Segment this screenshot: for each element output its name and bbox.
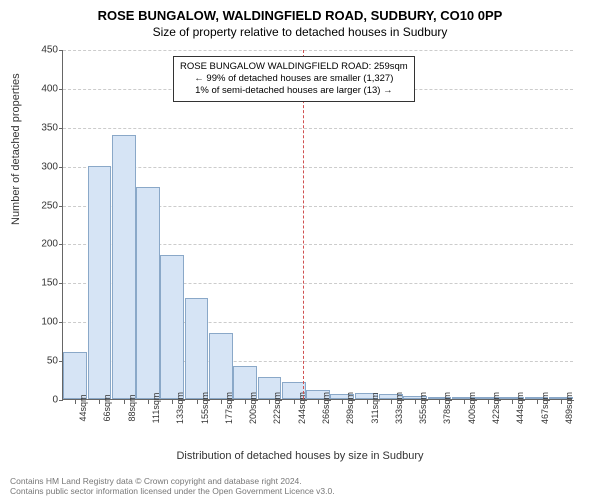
chart-area: 05010015020025030035040045044sqm66sqm88s… [62,50,572,400]
histogram-bar [209,333,233,399]
xtick-mark [148,400,149,404]
annotation-box: ROSE BUNGALOW WALDINGFIELD ROAD: 259sqm←… [173,56,415,102]
xtick-mark [124,400,125,404]
ytick-label: 350 [41,122,58,133]
xtick-mark [318,400,319,404]
histogram-bar [112,135,136,399]
xtick-mark [245,400,246,404]
xtick-mark [512,400,513,404]
histogram-bar [160,255,184,399]
ytick-label: 400 [41,83,58,94]
xtick-mark [197,400,198,404]
footer-line-1: Contains HM Land Registry data © Crown c… [10,476,335,486]
annotation-line: ← 99% of detached houses are smaller (1,… [180,73,408,85]
ytick-mark [59,322,63,323]
xtick-mark [99,400,100,404]
ytick-label: 0 [52,395,58,406]
grid-line [63,128,573,129]
footer-line-2: Contains public sector information licen… [10,486,335,496]
ytick-mark [59,89,63,90]
page-title: ROSE BUNGALOW, WALDINGFIELD ROAD, SUDBUR… [0,0,600,23]
xtick-mark [172,400,173,404]
xtick-mark [367,400,368,404]
ytick-mark [59,167,63,168]
page-subtitle: Size of property relative to detached ho… [0,23,600,39]
ytick-mark [59,50,63,51]
ytick-label: 150 [41,278,58,289]
xtick-mark [391,400,392,404]
xtick-mark [439,400,440,404]
xtick-label: 489sqm [564,392,574,424]
histogram-bar [185,298,209,399]
reference-line [303,50,304,399]
xtick-mark [464,400,465,404]
ytick-mark [59,400,63,401]
xtick-mark [488,400,489,404]
ytick-label: 450 [41,45,58,56]
xtick-mark [75,400,76,404]
y-axis-label: Number of detached properties [10,73,22,225]
ytick-label: 300 [41,161,58,172]
ytick-mark [59,206,63,207]
xtick-mark [342,400,343,404]
xtick-mark [415,400,416,404]
grid-line [63,50,573,51]
ytick-label: 50 [47,356,58,367]
histogram-bar [88,166,112,399]
ytick-label: 100 [41,317,58,328]
histogram-bar [63,352,87,399]
xtick-mark [221,400,222,404]
annotation-line: 1% of semi-detached houses are larger (1… [180,85,408,97]
footer-attribution: Contains HM Land Registry data © Crown c… [10,476,335,496]
grid-line [63,167,573,168]
ytick-mark [59,283,63,284]
plot-region: 05010015020025030035040045044sqm66sqm88s… [62,50,572,400]
xtick-mark [269,400,270,404]
x-axis-label: Distribution of detached houses by size … [0,450,600,462]
ytick-mark [59,244,63,245]
histogram-bar [136,187,160,399]
ytick-label: 250 [41,200,58,211]
xtick-mark [294,400,295,404]
ytick-label: 200 [41,239,58,250]
ytick-mark [59,128,63,129]
xtick-mark [561,400,562,404]
xtick-mark [537,400,538,404]
annotation-line: ROSE BUNGALOW WALDINGFIELD ROAD: 259sqm [180,61,408,73]
